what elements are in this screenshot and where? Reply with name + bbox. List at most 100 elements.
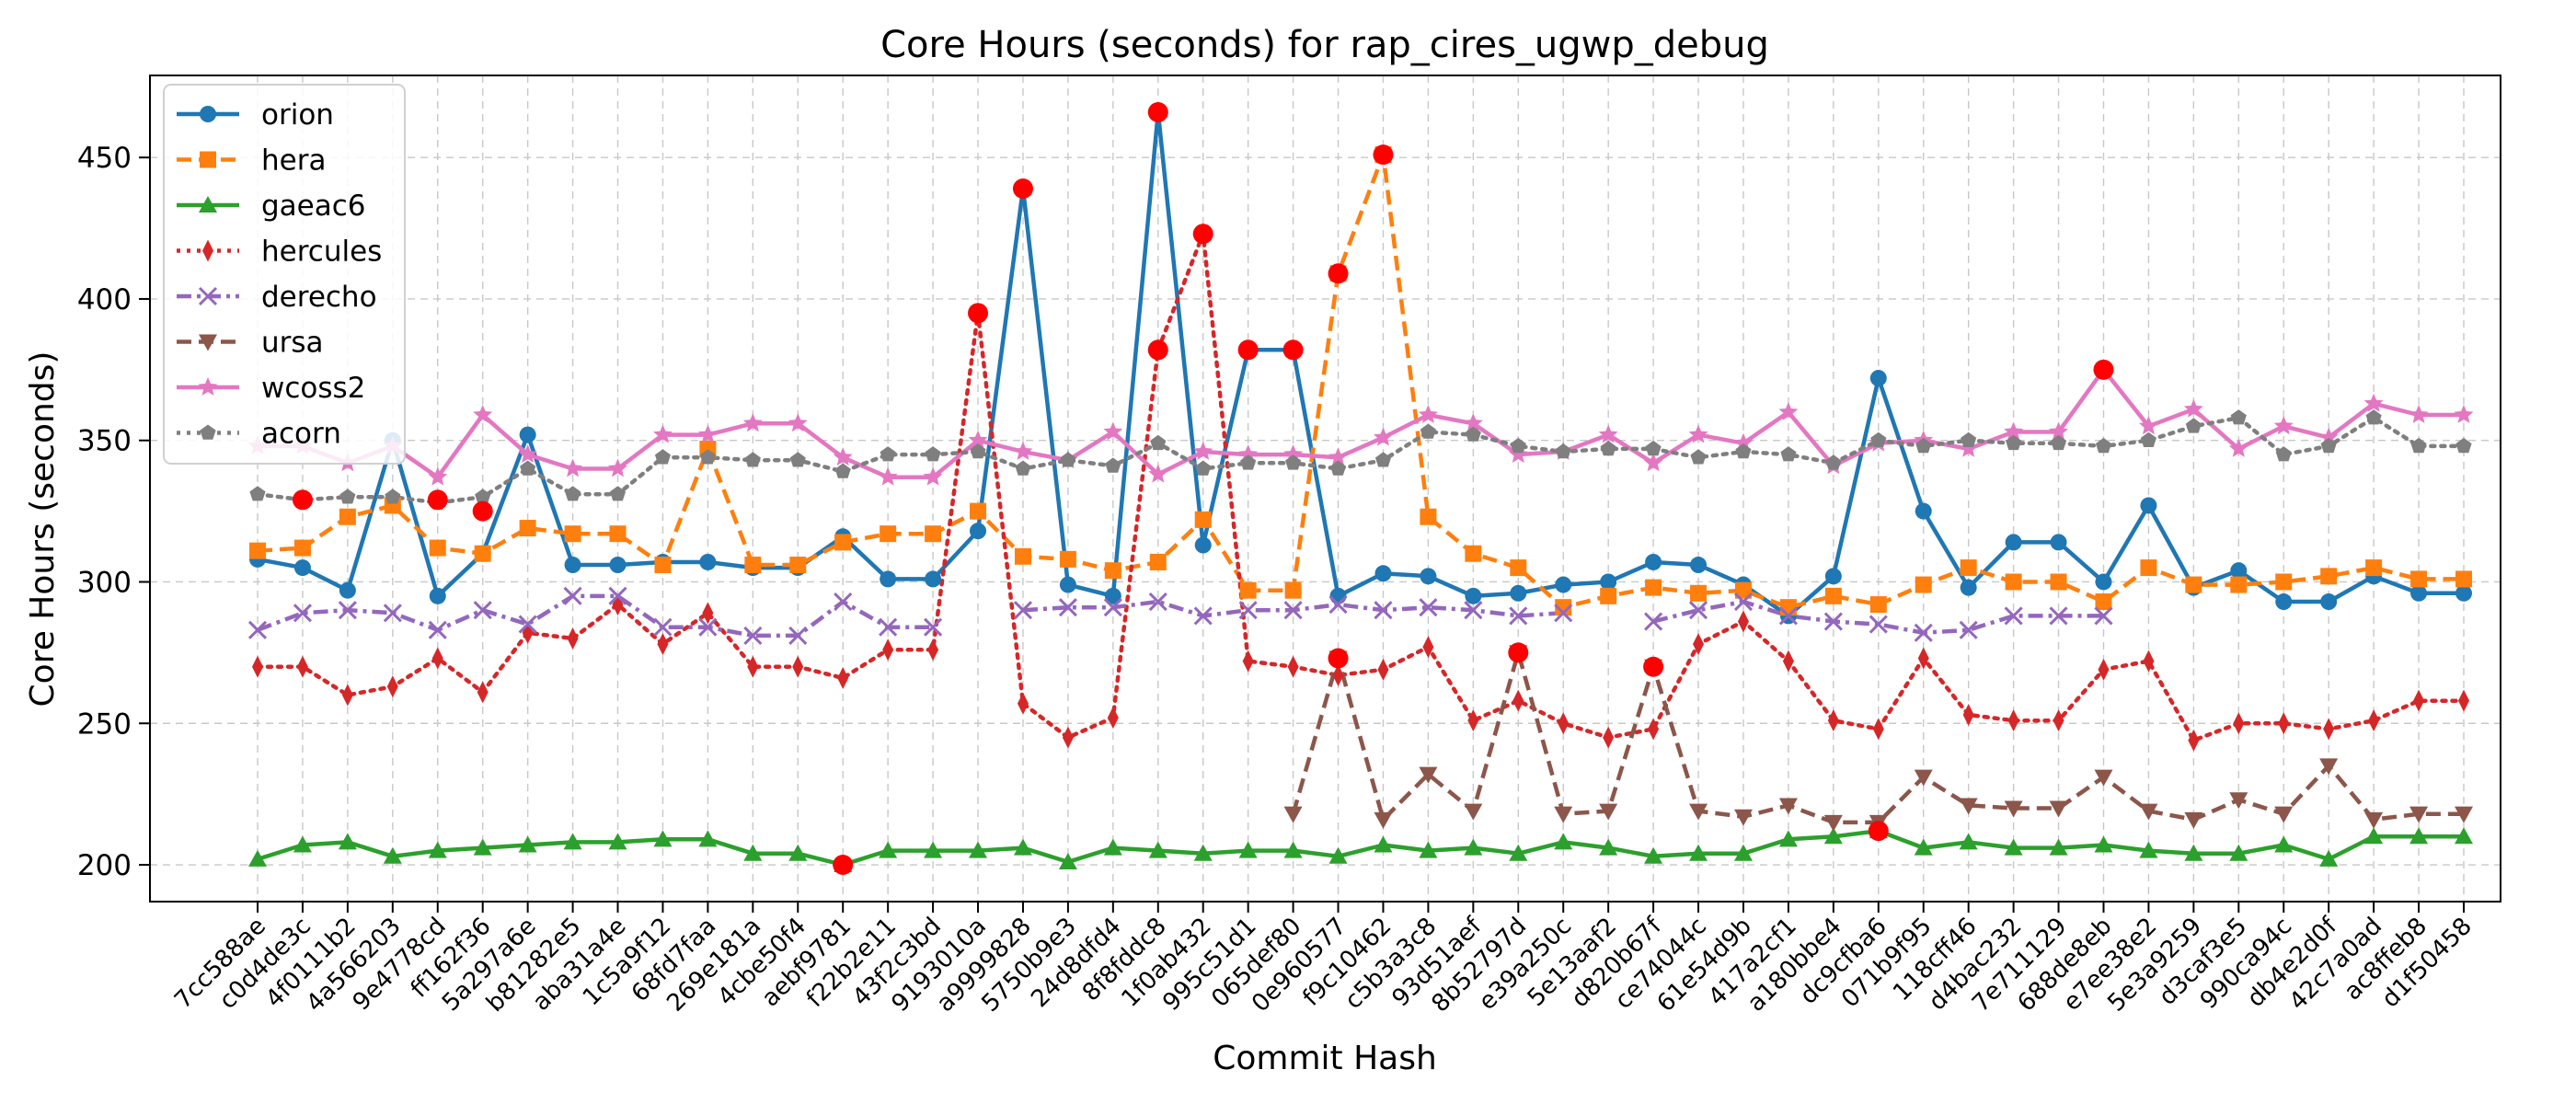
data-point-orion — [609, 557, 627, 574]
data-point-ursa — [2184, 811, 2203, 829]
data-point-ursa — [1733, 809, 1753, 826]
data-point-orion — [970, 523, 987, 540]
data-point-derecho — [1733, 592, 1754, 612]
data-point-gaeac6 — [1778, 830, 1798, 847]
data-point-acorn — [1915, 437, 1932, 454]
series-line-hercules — [255, 231, 2467, 742]
data-point-hercules — [2323, 718, 2335, 741]
data-point-gaeac6 — [879, 841, 898, 858]
data-point-derecho — [1419, 598, 1438, 617]
data-point-derecho — [1688, 601, 1708, 620]
data-point-derecho — [2049, 606, 2068, 626]
data-point-hercules — [1062, 726, 1074, 749]
data-point-hera — [249, 542, 266, 559]
data-point-wcoss2 — [2139, 416, 2158, 435]
data-point-hercules — [2188, 729, 2200, 752]
series-markers-orion — [249, 103, 2472, 625]
legend-marker — [200, 151, 216, 168]
data-point-acorn — [2230, 409, 2247, 425]
data-point-wcoss2 — [1103, 421, 1123, 441]
data-point-gaeac6 — [698, 830, 718, 847]
data-point-hercules — [296, 655, 308, 678]
data-point-derecho — [428, 620, 447, 639]
data-point-hera — [744, 557, 762, 574]
data-point-wcoss2 — [1328, 447, 1348, 466]
highlight-points — [292, 101, 2114, 876]
data-point-hercules — [702, 602, 714, 625]
data-point-gaeac6 — [2229, 844, 2248, 861]
highlight-point — [1192, 224, 1213, 245]
data-point-derecho — [293, 604, 312, 623]
data-point-acorn — [2275, 446, 2292, 462]
data-point-acorn — [2185, 418, 2202, 433]
data-point-ursa — [2319, 758, 2339, 776]
data-point-orion — [2005, 534, 2022, 551]
data-point-acorn — [1690, 449, 1707, 465]
data-point-hera — [1104, 562, 1121, 580]
data-point-hera — [2365, 559, 2383, 577]
data-point-orion — [2275, 593, 2293, 611]
data-point-acorn — [1240, 454, 1257, 470]
data-point-hera — [2095, 593, 2112, 611]
data-point-hera — [429, 539, 446, 557]
series-orion — [257, 109, 2464, 618]
data-point-orion — [2140, 497, 2157, 514]
data-point-hera — [1194, 511, 1212, 528]
data-point-acorn — [2455, 437, 2472, 454]
data-point-hera — [2185, 576, 2202, 593]
data-point-ursa — [2229, 792, 2248, 810]
data-point-hercules — [1287, 655, 1299, 678]
data-point-gaeac6 — [2004, 838, 2023, 856]
data-point-acorn — [1780, 446, 1797, 462]
data-point-orion — [1869, 370, 1887, 387]
data-point-orion — [2455, 584, 2472, 602]
data-point-acorn — [2320, 437, 2337, 454]
data-point-hera — [925, 525, 942, 543]
data-point-gaeac6 — [1959, 833, 1978, 850]
data-point-acorn — [1961, 431, 1977, 447]
data-point-derecho — [338, 601, 357, 620]
data-point-hera — [1869, 596, 1887, 614]
highlight-point — [1147, 339, 1168, 361]
data-point-gaeac6 — [428, 841, 447, 858]
data-point-derecho — [518, 615, 537, 634]
data-point-orion — [1690, 557, 1708, 574]
data-point-hercules — [1827, 709, 1839, 732]
plot-frame — [149, 75, 2501, 903]
data-point-orion — [564, 557, 581, 574]
data-point-gaeac6 — [518, 835, 537, 853]
data-point-hercules — [657, 633, 669, 656]
data-point-hera — [2140, 559, 2157, 577]
data-point-acorn — [1060, 452, 1076, 467]
highlight-point — [292, 489, 313, 511]
data-point-derecho — [2004, 606, 2023, 626]
series-gaeac6 — [257, 828, 2464, 868]
data-point-orion — [1915, 502, 1932, 520]
data-point-derecho — [1193, 606, 1213, 626]
data-point-gaeac6 — [2139, 841, 2158, 858]
data-point-acorn — [1374, 452, 1391, 467]
data-point-hercules — [2007, 709, 2019, 732]
legend-entry-derecho: derecho — [177, 281, 377, 314]
data-point-gaeac6 — [1238, 841, 1258, 858]
data-point-acorn — [1015, 460, 1031, 476]
data-point-gaeac6 — [743, 844, 763, 861]
legend-box — [163, 84, 406, 465]
y-axis-ticks: 200 250 300 350 400 450 — [77, 142, 150, 882]
data-point-hercules — [837, 667, 849, 690]
data-point-hercules — [386, 675, 398, 698]
data-point-hera — [1915, 576, 1932, 593]
data-point-orion — [519, 426, 536, 443]
data-point-gaeac6 — [2455, 827, 2473, 845]
data-point-wcoss2 — [968, 430, 988, 449]
data-point-orion — [1600, 573, 1617, 591]
legend-label: wcoss2 — [261, 372, 365, 405]
data-point-hera — [2410, 570, 2428, 588]
data-point-acorn — [1825, 454, 1842, 470]
data-point-orion — [1104, 587, 1121, 604]
data-point-gaeac6 — [1148, 841, 1167, 858]
data-point-ursa — [1689, 803, 1708, 821]
data-point-acorn — [2140, 431, 2156, 447]
data-point-hera — [474, 545, 491, 562]
